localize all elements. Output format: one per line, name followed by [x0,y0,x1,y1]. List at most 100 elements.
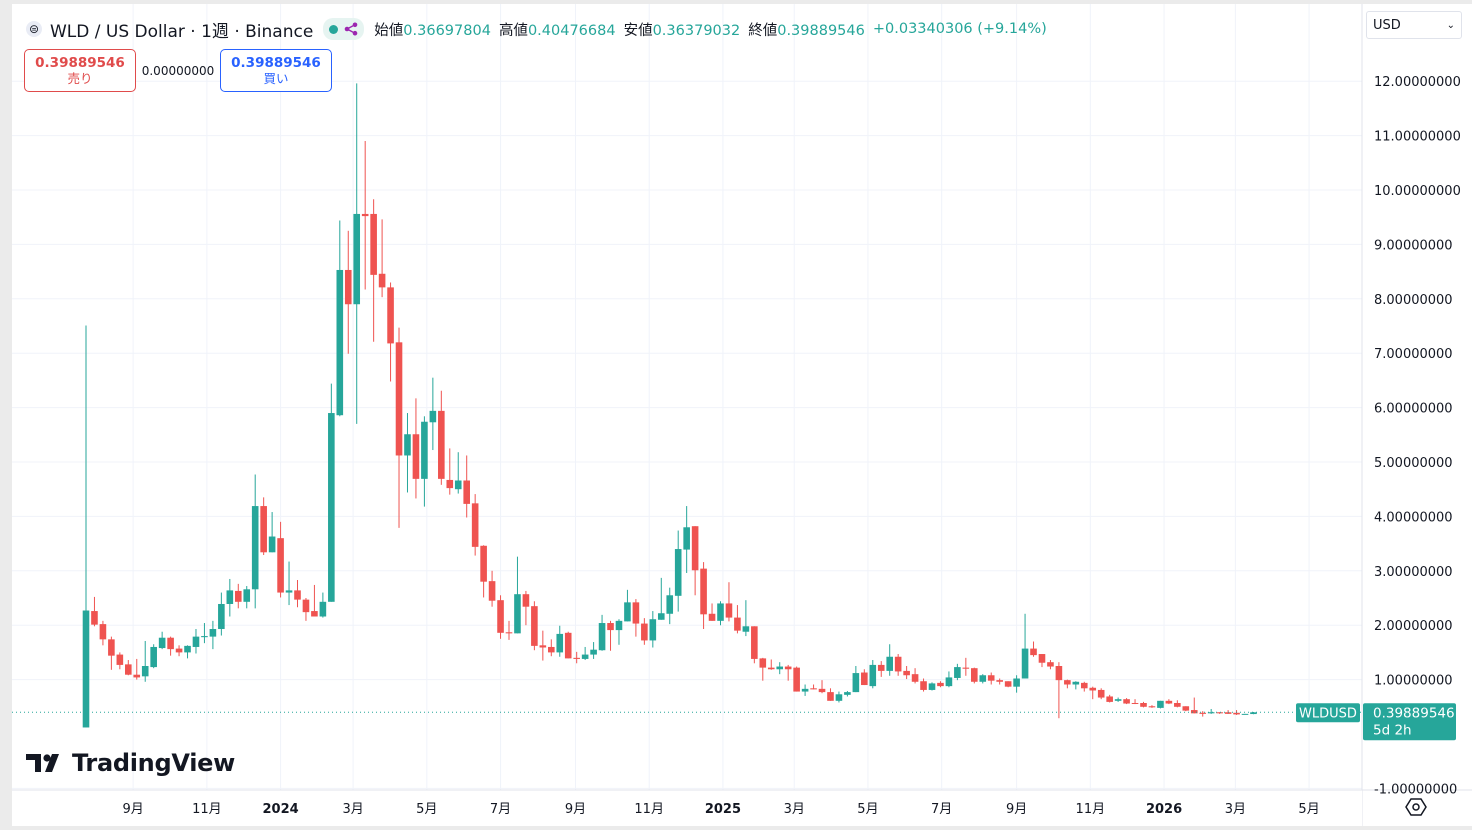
candle [370,199,377,342]
candle-body [1233,712,1240,715]
candle-body [877,664,885,671]
candle-body [827,692,834,701]
candle [1064,679,1071,689]
candle [691,526,699,596]
candle-body [1064,680,1071,685]
candle-body [1157,700,1164,708]
candle-body [971,668,978,682]
candle-body [1140,702,1147,707]
candle [971,667,978,684]
candle-body [141,666,149,677]
candle-body [734,617,741,631]
candle [260,497,267,556]
sell-button[interactable]: 0.39889546 売り [24,49,136,92]
candle-body [175,648,183,653]
candle-body [1038,654,1046,663]
candle-body [784,666,792,670]
candle [446,448,454,495]
candle [1080,681,1088,692]
candle [607,620,614,651]
candle-body [801,688,809,692]
chart-legend: ⊜ WLD / US Dollar · 1週 · Binance 始値0.366… [26,16,1047,42]
candle [1207,708,1215,714]
candle-body [1055,666,1063,681]
symbol-title[interactable]: WLD / US Dollar · 1週 · Binance [50,21,314,42]
candle [1047,660,1054,670]
candle-body [700,568,707,615]
candle [268,512,276,553]
candle-body [674,549,682,596]
candle-body [818,688,826,693]
candle-body [979,675,987,682]
settings-gear-icon[interactable] [1405,796,1427,818]
x-tick-label: 9月 [122,802,143,817]
candle [1013,675,1020,693]
candle-body [810,688,817,690]
candle [632,599,640,637]
candle-body [1241,713,1249,715]
x-tick-label: 3月 [784,802,805,817]
candle-body [285,590,293,593]
currency-select[interactable]: USD ⌄ [1366,11,1462,39]
currency-value: USD [1373,17,1401,33]
candle [192,629,200,654]
candle [234,583,242,609]
candle [556,625,564,657]
candle [1216,712,1223,714]
candle [920,678,927,692]
candle [1148,705,1156,708]
candle [344,230,352,354]
candle [945,671,953,688]
market-open-dot-icon [329,24,339,34]
candle [404,413,411,493]
candle [1021,613,1029,679]
candle [818,680,826,694]
candle-body [82,610,90,728]
candle [869,660,877,689]
candle [150,644,157,669]
candle-body [412,434,420,479]
candle [463,455,470,518]
candle [801,684,809,696]
candlestick-chart[interactable]: -1.00000000 1.00000000 2.00000000 3.0000000… [12,4,1472,826]
candle-body [624,602,631,622]
candle-body [353,213,361,305]
share-icon [344,22,358,36]
candle-body [767,667,775,670]
candle-body [987,675,995,681]
candle [395,327,403,528]
candle-body [446,479,454,489]
candle [184,645,191,659]
ohlc-low: 安値0.36379032 [623,22,741,39]
candle [666,587,674,625]
buy-button[interactable]: 0.39889546 買い [220,49,332,92]
ohlc-high: 高値0.40476684 [498,22,616,39]
candle [751,626,758,664]
candle [429,377,437,451]
candle [99,620,107,646]
worldcoin-logo-icon: ⊜ [26,21,42,37]
candle [996,678,1003,685]
status-pill[interactable] [323,18,365,40]
price-axis[interactable]: -1.00000000 1.00000000 2.00000000 3.0000000… [1374,75,1461,797]
candle [141,640,149,682]
time-axis[interactable]: 9月 11月 2024 3月 5月 7月 9月 11月 2025 3月 5月 7月 9月 11月 2026 3… [122,802,1319,817]
candle-body [404,434,411,456]
candle [911,668,919,684]
candle [877,661,885,677]
candle [708,603,716,621]
x-tick-label: 2025 [705,802,741,817]
tradingview-logo[interactable]: TradingView [26,749,235,777]
candle [251,474,259,609]
candle-body [835,694,843,701]
candle [243,586,251,609]
candle-body [708,613,716,621]
candle-body [548,646,555,653]
y-tick-label: 1.00000000 [1374,674,1453,689]
candle-body [615,620,623,631]
candle-body [1207,712,1215,714]
candle [218,592,225,636]
candle [480,545,487,598]
candle [311,584,318,617]
